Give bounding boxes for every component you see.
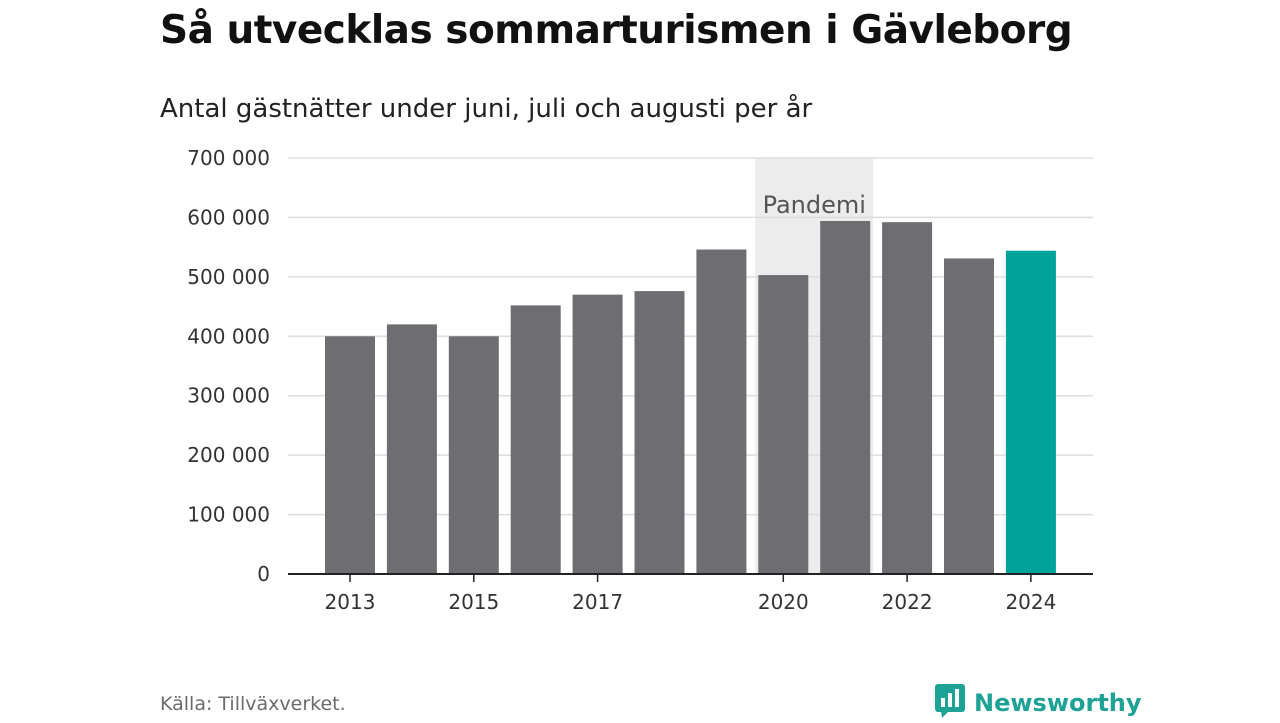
bar-2023	[944, 258, 994, 574]
newsworthy-chart-icon	[934, 683, 966, 723]
bars	[325, 220, 1056, 575]
y-tick-label: 700 000	[187, 146, 270, 170]
chart-subtitle: Antal gästnätter under juni, juli och au…	[160, 94, 813, 124]
x-tick-label: 2020	[758, 590, 809, 614]
y-tick-label: 100 000	[187, 503, 270, 527]
y-tick-label: 400 000	[187, 324, 270, 348]
pandemic-label: Pandemi	[763, 191, 866, 219]
x-tick-label: 2015	[448, 590, 499, 614]
bar-2013	[325, 336, 375, 574]
bar-2015	[448, 336, 499, 574]
bar-2016	[510, 305, 561, 574]
y-axis-labels: 0 100 000 200 000 300 000 400 000 500 000 600 …	[187, 146, 270, 586]
newsworthy-logo[interactable]: Newsworthy	[934, 683, 1142, 723]
bar-2021	[820, 220, 871, 574]
bar-chart: Pandemi 0 100 000 200 000 300 000 400 000 500…	[187, 146, 1093, 614]
y-tick-label: 600 000	[187, 205, 270, 229]
brand-name: Newsworthy	[974, 689, 1142, 717]
x-tick-label: 2013	[325, 590, 376, 614]
y-tick-label: 300 000	[187, 384, 270, 408]
y-tick-label: 500 000	[187, 265, 270, 289]
bar-2022	[882, 222, 933, 574]
bar-2020	[758, 275, 809, 574]
y-tick-label: 200 000	[187, 443, 270, 467]
bar-2014	[386, 324, 437, 574]
x-axis-ticks: 2013 2015 2017 2020 2022 2024	[325, 574, 1056, 614]
x-tick-label: 2024	[1005, 590, 1056, 614]
bar-2024	[1005, 250, 1056, 575]
source-note: Källa: Tillväxverket.	[160, 693, 346, 715]
chart-title: Så utvecklas sommarturismen i Gävleborg	[160, 8, 1073, 53]
bar-2017	[572, 294, 623, 574]
bar-2018	[634, 291, 685, 574]
x-tick-label: 2022	[882, 590, 933, 614]
y-tick-label: 0	[257, 562, 270, 586]
x-tick-label: 2017	[572, 590, 623, 614]
bar-2019	[696, 249, 747, 574]
